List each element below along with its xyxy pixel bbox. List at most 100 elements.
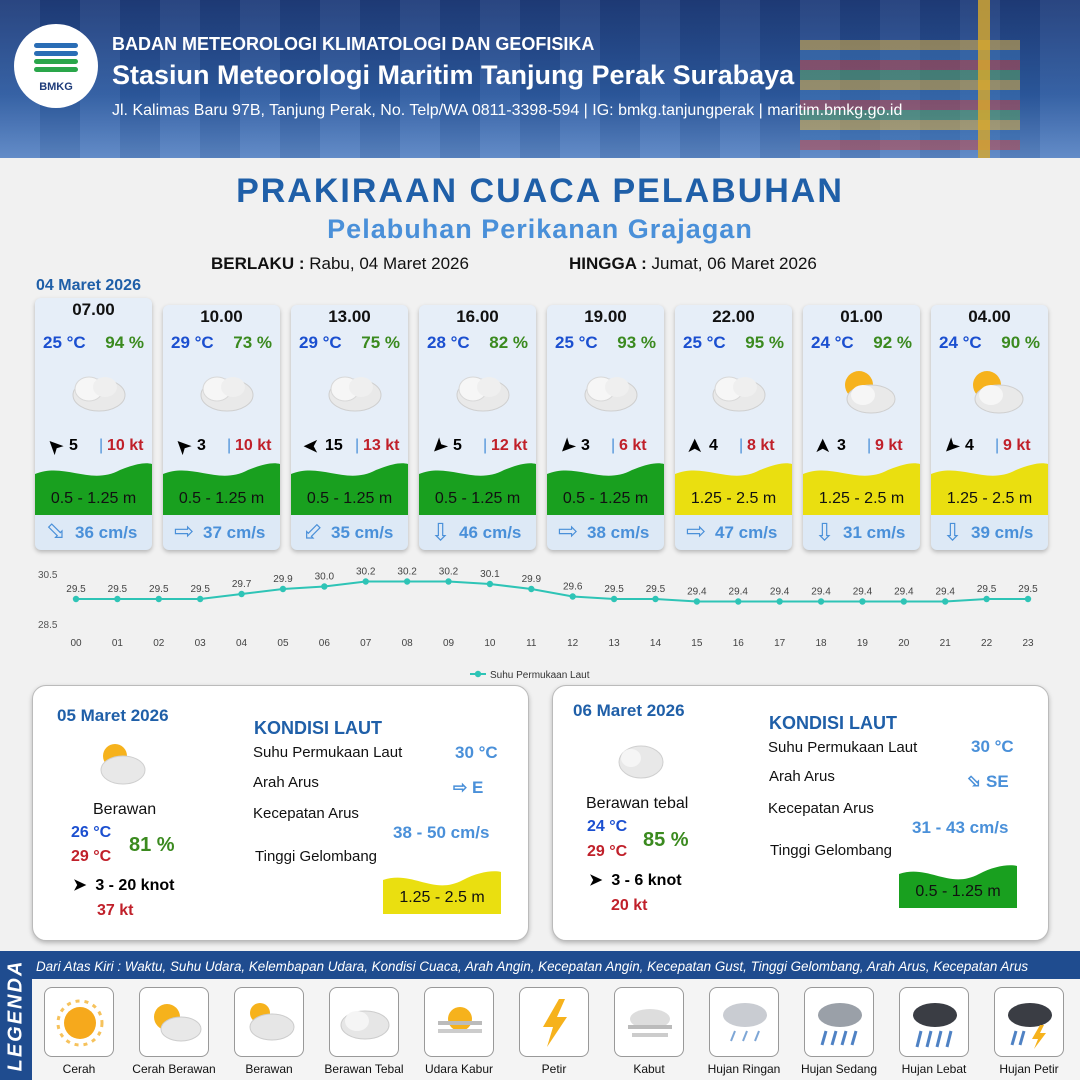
current-direction-icon: ⇨ [811,521,838,543]
card-current: ⇨ 31 cm/s [803,515,920,550]
current-direction-icon: ⇨ [427,521,454,543]
x-tick-label: 10 [484,638,496,649]
card-humidity: 73 % [233,333,272,352]
separator: | [483,437,488,454]
card-temp: 29 °C [171,333,214,352]
panel-date: 05 Maret 2026 [57,706,169,725]
sst-point [859,598,866,605]
fog-icon [614,987,684,1057]
wind-speed: 3 [197,437,206,454]
card-wind: ➤ 15 | 13 kt [299,435,400,457]
wave-shape [803,463,920,515]
panel-wave: 0.5 - 1.25 m [899,860,1017,908]
sst-point [486,580,494,588]
x-tick-label: 13 [609,638,621,649]
legend-item: Kabut [608,987,690,1080]
org-name: BADAN METEOROLOGI KLIMATOLOGI DAN GEOFIS… [112,34,595,54]
sun-icon [44,987,114,1057]
sst-data-label: 29.4 [894,587,914,598]
legend-item-label: Berawan [245,1062,293,1076]
legend-item: Petir [513,987,595,1080]
wave-label: Tinggi Gelombang [770,842,893,859]
valid-from: BERLAKU : Rabu, 04 Maret 2026 [211,254,469,274]
wind-direction-icon: ➤ [812,437,834,455]
sst-line [76,580,1028,603]
card-wind: ➤ 4 | 9 kt [937,432,1040,459]
wave-shape [931,463,1048,515]
card-time: 10.00 [200,307,243,326]
sun-cloud-icon [139,987,209,1057]
wave-height: 0.5 - 1.25 m [306,490,393,507]
x-tick-label: 23 [1022,638,1034,649]
card-humidity: 90 % [1001,333,1040,352]
sst-data-label: 30.0 [315,572,335,583]
separator: | [611,437,616,454]
cloudy-icon [611,736,671,786]
current-dir-value: E [471,778,484,797]
sst-point [279,585,287,593]
forecast-panel-day3: 06 Maret 2026 Berawan tebal 24 °C 29 °C … [552,685,1049,941]
legend-item: Berawan [228,987,310,1080]
legend-side-title: LEGENDA [0,951,32,1080]
x-tick-label: 22 [981,638,993,649]
sst-data-label: 29.5 [66,584,86,595]
x-tick-label: 03 [195,638,207,649]
x-tick-label: 21 [940,638,952,649]
x-tick-label: 11 [526,638,537,649]
separator: | [227,437,232,454]
bmkg-logo: BMKG [14,24,98,108]
legend-item-label: Hujan Ringan [707,1062,781,1076]
x-tick-label: 14 [650,638,662,649]
card-current: ⇨ 35 cm/s [291,515,408,550]
card-humidity: 75 % [361,333,400,352]
station-address: Jl. Kalimas Baru 97B, Tanjung Perak, No.… [112,102,903,119]
page-subtitle: Pelabuhan Perikanan Grajagan [327,214,753,244]
card-humidity: 92 % [873,333,912,352]
x-tick-label: 18 [815,638,827,649]
sst-chart: 30.5 28.5 29.5 00 29.5 01 29.5 02 29.5 03 29.7 04 29… [28,562,1058,684]
panel-temp-min: 26 °C [71,824,112,841]
sst-data-label: 29.4 [935,587,955,598]
valid-from-value: Rabu, 04 Maret 2026 [309,254,469,273]
card-wave: 1.25 - 2.5 m [931,460,1048,515]
sst-point [693,598,701,605]
card-wind: ➤ 4 | 8 kt [683,435,784,457]
gust-speed: 12 kt [491,437,528,454]
card-time: 01.00 [840,307,883,326]
heavy-rain-icon [899,987,969,1057]
panel-condition: Berawan tebal [586,795,689,812]
separator: | [99,437,104,454]
wind-speed: 4 [965,437,974,454]
valid-to-label: HINGGA : [569,254,647,273]
panel-humidity: 81 % [129,834,175,856]
wave-shape [35,463,152,515]
sst-point [528,585,535,593]
card-humidity: 94 % [105,333,144,352]
cloudy-icon [449,367,513,417]
cloudy-icon [321,367,385,417]
sst-point [196,595,204,603]
current-speed-value: 31 - 43 cm/s [912,818,1009,837]
legend-item-label: Hujan Petir [999,1062,1059,1076]
legend-item: Cerah [38,987,120,1080]
current-dir-value: SE [985,772,1009,791]
card-time: 19.00 [584,307,627,326]
sst-point [942,598,949,605]
wave-shape [547,463,664,515]
panel-temp-max: 29 °C [587,843,628,860]
x-tick-label: 04 [236,638,248,649]
current-speed-label: Kecepatan Arus [768,800,874,817]
y-tick-label: 30.5 [38,570,58,581]
forecast-card: 16.00 28 °C 82 % ➤ 5 | 12 kt 0.5 - 1.25 m ⇨ 46 cm… [419,305,536,550]
partly-cloudy-icon [833,367,897,417]
wind-direction-icon: ➤ [684,437,706,455]
card-time: 07.00 [72,300,115,319]
sst-data-label: 30.1 [480,569,500,580]
x-tick-label: 05 [277,638,289,649]
partly-cloudy-icon [234,987,304,1057]
card-temp: 25 °C [43,333,86,352]
card-time: 22.00 [712,307,755,326]
sst-data-label: 29.4 [687,587,707,598]
valid-to: HINGGA : Jumat, 06 Maret 2026 [569,254,817,274]
panel-wind-range: 3 - 6 knot [611,872,682,889]
